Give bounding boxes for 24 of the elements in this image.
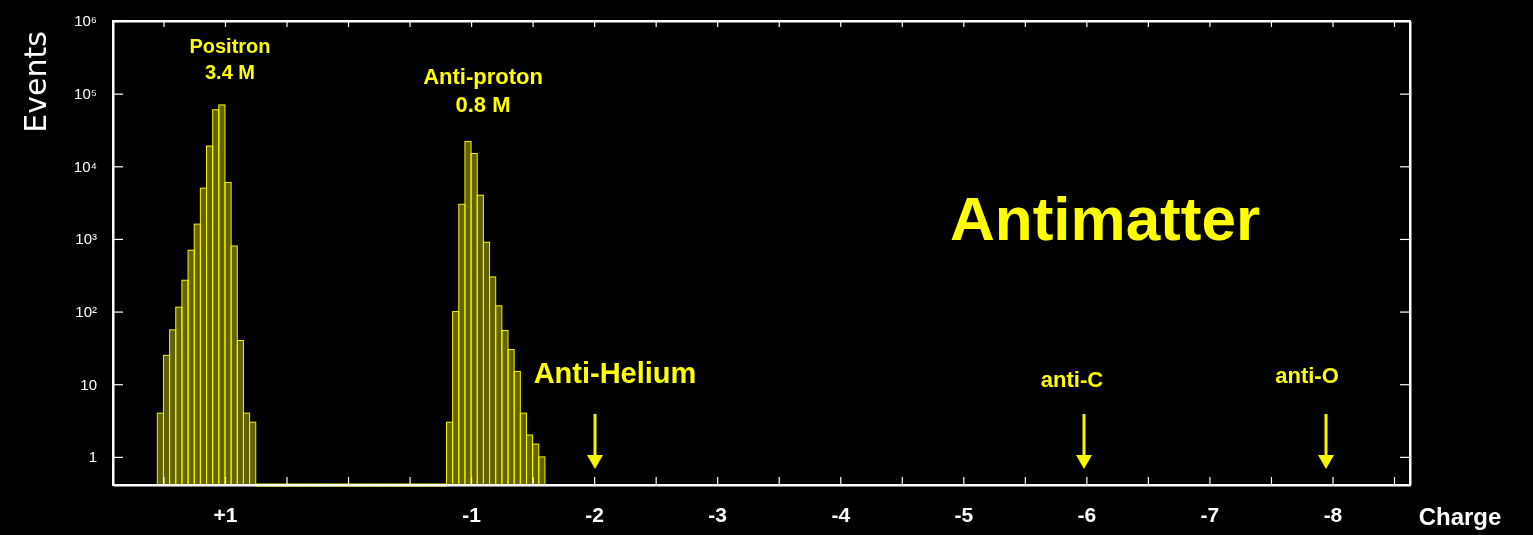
x-tick-label: -5: [954, 502, 974, 526]
y-tick-label: 10²: [75, 302, 97, 320]
x-axis-title: Charge: [1418, 503, 1502, 530]
y-tick-label: 1: [88, 448, 97, 466]
x-tick-label: -6: [1077, 502, 1097, 526]
annotation: Anti-Helium: [533, 357, 697, 389]
annotation: Anti-proton 0.8 M: [423, 64, 543, 117]
x-tick-label: -1: [462, 502, 482, 526]
y-tick-label: 10⁵: [74, 84, 97, 102]
x-tick-label: -8: [1323, 502, 1343, 526]
x-tick-label: -2: [585, 502, 604, 526]
y-axis-title: Events: [18, 31, 53, 133]
x-tick-label: -3: [708, 502, 728, 526]
annotation: anti-O: [1275, 363, 1339, 388]
y-tick-label: 10⁴: [73, 157, 97, 175]
x-tick-label: -7: [1200, 502, 1220, 526]
annotation: Positron 3.4 M: [189, 35, 271, 83]
y-tick-label: 10⁶: [74, 12, 97, 30]
y-tick-label: 10³: [75, 230, 97, 248]
y-tick-label: 10: [80, 375, 97, 393]
x-tick-label: -4: [831, 502, 851, 526]
text: Antimatter: [949, 184, 1261, 253]
x-tick-label: +1: [213, 502, 238, 526]
annotation: anti-C: [1040, 367, 1104, 392]
